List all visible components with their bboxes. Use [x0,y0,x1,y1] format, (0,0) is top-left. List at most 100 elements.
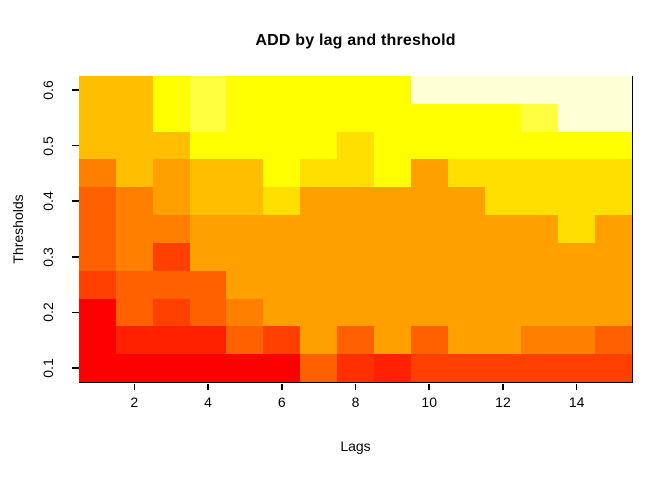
heatmap-cell [373,215,411,243]
y-axis-tick [72,89,79,91]
heatmap-cell [337,354,374,382]
heatmap-cell [558,187,596,216]
heatmap-cell [373,298,411,327]
y-axis-tick-label: 0.1 [40,358,56,378]
heatmap-cell [152,242,190,271]
heatmap-cell [484,270,522,299]
heatmap-cell [152,131,190,160]
heatmap-cell [410,270,448,299]
heatmap-cell [447,159,485,188]
heatmap-cell [521,326,559,355]
heatmap-cell [79,270,116,299]
x-axis-tick-label: 4 [204,394,212,410]
heatmap-cell [115,103,153,132]
heatmap-cell [152,76,190,104]
heatmap-cell [152,354,190,382]
heatmap-cell [447,187,485,216]
heatmap-cell [226,270,264,299]
x-axis-tick [428,383,430,390]
heatmap-cell [447,326,485,355]
heatmap-cell [226,131,264,160]
heatmap-cell [300,354,338,382]
heatmap-cell [226,242,264,271]
heatmap-cell [189,76,227,104]
heatmap-cell [79,215,116,243]
heatmap-cell [189,354,227,382]
heatmap-cell [115,76,153,104]
heatmap-cell [79,326,116,355]
heatmap-cell [447,76,485,104]
heatmap-cell [410,187,448,216]
heatmap-cell [447,270,485,299]
heatmap-cell [152,187,190,216]
heatmap-cell [189,215,227,243]
x-axis-tick-label: 10 [421,394,438,410]
heatmap-cell [79,187,116,216]
heatmap-cell [337,103,374,132]
heatmap-cell [189,131,227,160]
heatmap-cell [115,215,153,243]
heatmap-cell [447,354,485,382]
heatmap-cell [595,76,632,104]
heatmap-cell [558,242,596,271]
heatmap-cell [447,242,485,271]
heatmap-cell [558,76,596,104]
heatmap-cell [521,103,559,132]
heatmap-cell [226,298,264,327]
heatmap-cell [595,354,632,382]
heatmap-cell [484,131,522,160]
heatmap-cell [373,242,411,271]
heatmap-cell [337,298,374,327]
heatmap-cell [300,270,338,299]
heatmap-cell [115,131,153,160]
heatmap-cell [263,76,301,104]
heatmap-cell [595,298,632,327]
heatmap-cell [373,270,411,299]
heatmap-cell [595,242,632,271]
x-axis-label: Lags [340,438,371,454]
heatmap-cell [558,159,596,188]
heatmap-cell [263,187,301,216]
heatmap-cell [484,103,522,132]
heatmap-cell [337,215,374,243]
heatmap-cell [263,103,301,132]
heatmap-cell [484,215,522,243]
heatmap-cell [373,103,411,132]
heatmap-cell [558,270,596,299]
y-axis-tick [72,144,79,147]
heatmap-cell [152,270,190,299]
heatmap-cell [558,354,596,382]
heatmap-cell [79,131,116,160]
heatmap-cell [115,159,153,188]
y-axis-tick [72,367,79,369]
heatmap-cell [337,131,374,160]
heatmap-cell [558,103,596,132]
heatmap-cell [595,187,632,216]
heatmap-cell [263,298,301,327]
heatmap-cell [152,215,190,243]
heatmap-cell [484,159,522,188]
x-axis-tick [502,383,504,390]
heatmap-cell [226,326,264,355]
heatmap-cell [373,326,411,355]
heatmap-cell [115,270,153,299]
heatmap-cell [373,354,411,382]
heatmap-cell [484,242,522,271]
heatmap-cell [189,270,227,299]
heatmap-cell [79,159,116,188]
heatmap-cell [79,242,116,271]
heatmap-cell [521,242,559,271]
heatmap-cell [189,242,227,271]
heatmap-cell [300,103,338,132]
heatmap-cell [595,326,632,355]
heatmap-cell [337,326,374,355]
heatmap-cell [79,298,116,327]
heatmap-cell [484,354,522,382]
x-axis-tick-label: 12 [495,394,511,410]
heatmap-cell [337,76,374,104]
heatmap-cell [263,131,301,160]
heatmap-cell [189,187,227,216]
heatmap-cell [300,159,338,188]
heatmap-cell [79,354,116,382]
y-axis-tick-label: 0.3 [40,247,56,267]
